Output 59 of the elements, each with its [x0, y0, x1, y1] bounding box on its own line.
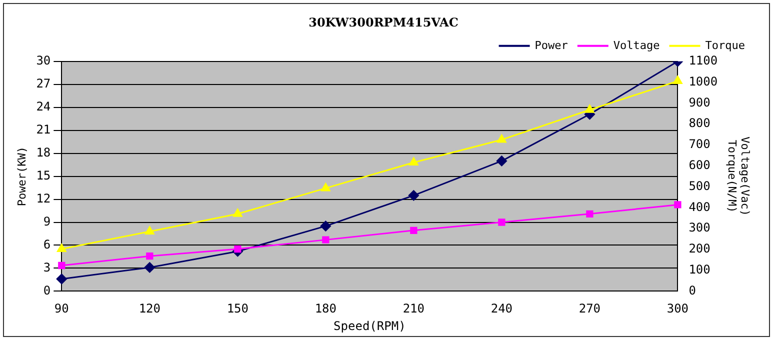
- y2-tick-label: 800: [688, 116, 710, 130]
- y2-tick-label: 300: [688, 220, 710, 235]
- y-tick-label: 6: [43, 237, 51, 252]
- point: [673, 76, 682, 84]
- y-tick-label: 24: [36, 99, 51, 114]
- point: [410, 226, 418, 234]
- chart-title: 30KW300RPM415VAC: [308, 15, 458, 30]
- legend-label: Torque: [705, 38, 746, 52]
- point: [57, 244, 66, 252]
- point: [58, 262, 66, 270]
- point: [321, 182, 330, 192]
- point: [234, 245, 242, 253]
- y2-tick-label: 100: [688, 262, 710, 276]
- point: [497, 134, 506, 143]
- y-axis-title: Power(KW): [15, 146, 28, 206]
- y-tick-label: 15: [36, 168, 51, 182]
- point: [496, 156, 507, 166]
- y-tick-label: 30: [36, 54, 51, 68]
- y2-tick-label: 900: [688, 95, 710, 110]
- y2-tick-label: 0: [688, 283, 696, 298]
- y2-tick-label: 200: [688, 242, 710, 256]
- legend-label: Power: [534, 38, 568, 52]
- point: [586, 210, 594, 218]
- y-tick-label: 27: [36, 76, 51, 91]
- point: [322, 236, 330, 244]
- point: [144, 262, 155, 273]
- y-tick-label: 3: [43, 260, 51, 274]
- x-tick-label: 210: [402, 302, 425, 316]
- x-tick-label: 300: [666, 302, 689, 316]
- y-tick-label: 18: [36, 145, 51, 160]
- y2-tick-label: 600: [688, 158, 710, 172]
- y-tick-label: 21: [36, 122, 51, 136]
- x-tick-label: 240: [490, 302, 513, 316]
- y2-axis-title: Voltage(Vac) Torque(N/M): [725, 136, 752, 216]
- y-tick-label: 9: [43, 214, 51, 228]
- x-tick-label: 270: [578, 302, 601, 316]
- y2-tick-label: 400: [688, 200, 710, 214]
- point: [408, 190, 419, 201]
- point: [498, 218, 506, 226]
- point: [674, 201, 682, 208]
- y2-tick-label: 500: [688, 178, 710, 193]
- point: [409, 157, 418, 166]
- y2-tick-label: 1100: [688, 54, 718, 68]
- legend-label: Voltage: [613, 38, 660, 52]
- x-tick-label: 120: [138, 302, 160, 316]
- point: [146, 252, 154, 260]
- x-axis-title: Speed(RPM): [334, 318, 406, 333]
- point: [233, 208, 242, 217]
- y-tick-label: 12: [36, 191, 51, 206]
- y2-tick-label: 700: [688, 137, 710, 152]
- point: [145, 226, 154, 234]
- x-tick-label: 90: [54, 302, 69, 316]
- y-tick-label: 0: [43, 283, 51, 298]
- y2-tick-label: 1000: [688, 74, 718, 88]
- x-tick-label: 150: [226, 302, 249, 316]
- point: [56, 274, 67, 284]
- point: [585, 104, 594, 113]
- point: [320, 220, 331, 232]
- x-tick-label: 180: [314, 302, 337, 316]
